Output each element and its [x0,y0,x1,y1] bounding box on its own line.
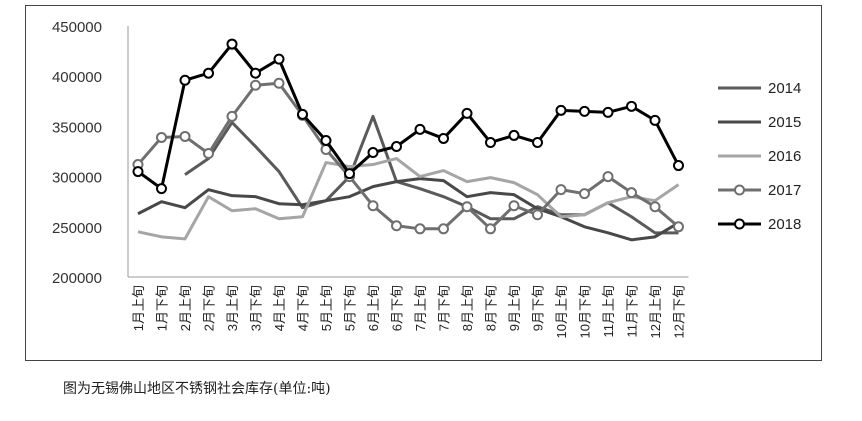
series-point-2017 [673,221,684,233]
series-line-2016 [137,157,680,241]
series-point-2018 [367,147,379,159]
series-point-2017 [555,184,567,196]
x-tick-label: 12月上旬 [648,285,663,338]
series-point-2017 [273,77,285,89]
legend-label-2015: 2015 [768,114,801,131]
series-point-2018 [156,183,167,195]
x-tick-label: 4月上旬 [272,285,287,331]
series-point-2018 [344,168,355,180]
series-point-2018 [273,53,285,65]
y-tick-label: 300000 [52,170,102,187]
y-tick-label: 200000 [52,270,102,287]
series-point-2018 [673,160,684,172]
legend-label-2018: 2018 [768,216,801,233]
x-tick-label: 3月下旬 [249,285,264,331]
x-tick-label: 5月上旬 [319,285,334,331]
x-tick-label: 5月下旬 [343,285,358,331]
series-point-2017 [250,79,261,91]
series-point-2018 [461,107,473,119]
x-tick-label: 10月上旬 [554,285,569,338]
series-point-2018 [626,100,637,112]
series-point-2017 [649,201,661,213]
x-tick-label: 10月下旬 [578,285,593,338]
series-point-2018 [179,74,191,86]
series-point-2018 [579,105,590,117]
legend-label-2016: 2016 [768,148,801,165]
series-point-2018 [226,38,238,50]
series-point-2017 [226,110,238,122]
series-point-2017 [508,200,520,212]
x-tick-label: 8月下旬 [484,285,499,331]
series-point-2018 [532,136,543,148]
y-tick-label: 450000 [52,19,102,36]
series-point-2017 [367,200,379,212]
series-point-2017 [156,131,167,143]
series-point-2018 [485,136,496,148]
x-tick-label: 2月下旬 [202,285,217,331]
series-point-2017 [461,201,473,213]
series-point-2018 [649,114,661,126]
x-tick-label: 9月上旬 [507,285,522,331]
y-tick-label: 250000 [52,220,102,237]
x-tick-label: 9月下旬 [531,285,546,331]
x-tick-label: 1月下旬 [155,285,170,331]
series-point-2018 [602,106,614,118]
series-point-2017 [602,171,614,183]
x-tick-label: 1月上旬 [131,285,146,331]
series-point-2018 [508,129,520,141]
x-tick-label: 3月上旬 [225,285,240,331]
series-point-2018 [320,134,332,146]
x-tick-label: 6月下旬 [390,285,405,331]
series-point-2017 [532,209,543,221]
series-point-2018 [555,104,567,116]
line-chart: 450000 400000 350000 300000 250000 200000 1月上旬… [52,19,801,338]
x-tick-label: 4月下旬 [296,285,311,331]
series-point-2018 [203,67,214,79]
series-point-2017 [626,187,637,199]
legend-marker-2017 [734,184,745,196]
series-point-2017 [414,223,426,235]
series-point-2018 [132,166,144,178]
series-point-2017 [438,223,449,235]
x-tick-label: 11月上旬 [601,285,616,338]
series-point-2017 [485,223,496,235]
x-tick-label: 7月下旬 [437,285,452,331]
x-tick-label: 12月下旬 [672,285,687,338]
legend-label-2014: 2014 [768,80,801,97]
x-tick-label: 6月上旬 [366,285,381,331]
legend-marker-2018 [734,218,745,230]
series-point-2017 [203,148,214,160]
series-point-2017 [579,188,590,200]
series-point-2018 [414,123,426,135]
chart-caption: 图为无锡佛山地区不锈钢社会库存(单位:吨) [63,381,331,397]
x-tick-label: 2月上旬 [178,285,193,331]
x-tick-label: 8月上旬 [460,285,475,331]
x-tick-label: 11月下旬 [625,285,640,338]
y-tick-label: 350000 [52,119,102,136]
y-tick-label: 400000 [52,69,102,86]
series-point-2018 [391,140,402,152]
series-point-2017 [391,220,402,232]
legend-label-2017: 2017 [768,182,801,199]
series-point-2018 [438,132,449,144]
series-point-2018 [297,108,308,120]
series-point-2018 [250,67,261,79]
chart-frame: 450000 400000 350000 300000 250000 200000 1月上旬… [25,5,822,361]
series-line-2015 [137,177,680,242]
series-point-2017 [179,130,191,142]
x-tick-label: 7月上旬 [413,285,428,331]
